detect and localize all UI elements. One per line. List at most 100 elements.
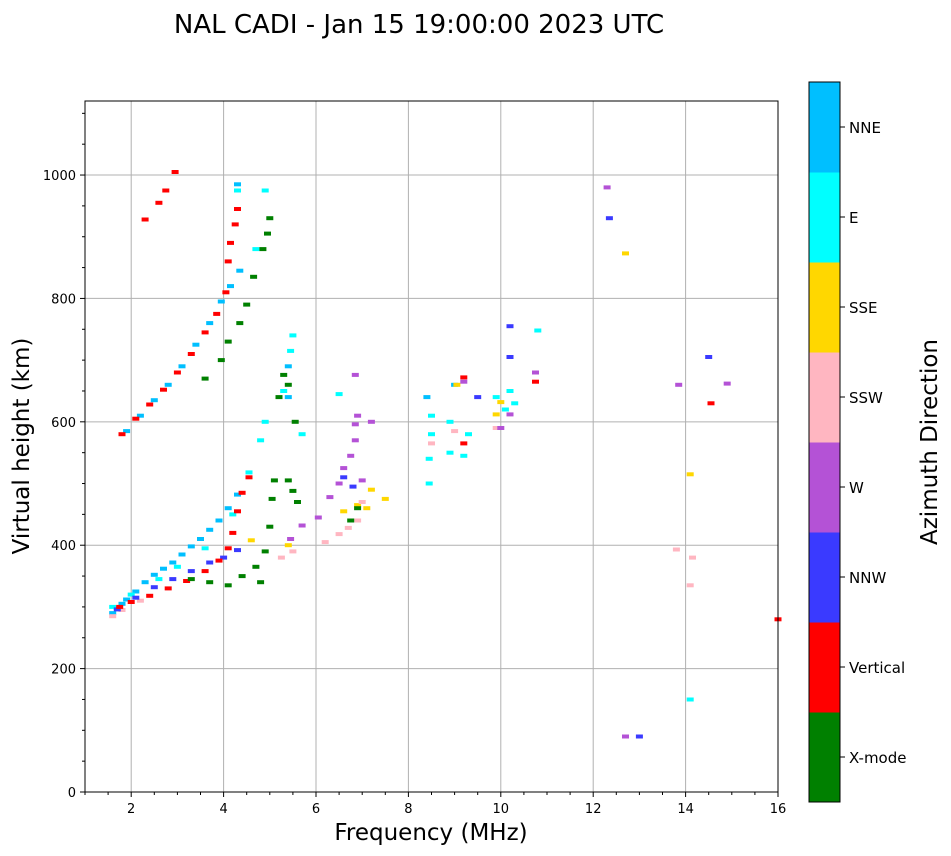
data-point-e (428, 413, 435, 418)
data-point-w (335, 481, 343, 486)
data-point-nnw (506, 355, 514, 359)
colorbar-segment (809, 712, 840, 803)
data-point-nne (227, 284, 234, 289)
colorbar-segment (809, 442, 840, 533)
data-point-nnw (150, 585, 158, 590)
data-point-e (298, 432, 306, 437)
colorbar-segment (809, 532, 840, 623)
data-point-e (201, 546, 209, 551)
data-point-nne (197, 537, 204, 541)
colorbar-segment (809, 262, 840, 353)
colorbar-tick-label: E (849, 209, 858, 227)
data-point-sse (381, 496, 389, 501)
data-point-sse (354, 503, 362, 508)
data-point-x-mode (236, 321, 244, 326)
data-point-x-mode (294, 500, 301, 504)
data-point-ssw (136, 598, 144, 603)
data-point-nnw (234, 548, 241, 553)
data-point-vertical (146, 402, 154, 407)
data-point-ssw (686, 583, 694, 588)
data-point-x-mode (270, 478, 278, 483)
y-tick-label: 1000 (43, 169, 76, 184)
data-point-sse (367, 487, 375, 492)
x-tick-label: 6 (312, 802, 320, 817)
data-point-vertical (224, 546, 232, 551)
y-tick-label: 200 (51, 663, 76, 678)
x-tick-label: 4 (219, 802, 227, 817)
chart-title: NAL CADI - Jan 15 19:00:00 2023 UTC (174, 10, 664, 40)
data-point-nne (187, 544, 195, 549)
data-point-x-mode (217, 358, 225, 363)
data-point-x-mode (275, 395, 283, 400)
y-tick-label: 800 (51, 292, 76, 307)
data-point-vertical (224, 259, 232, 264)
data-point-nnw (474, 395, 482, 400)
data-point-e (287, 348, 295, 353)
data-point-ssw (492, 426, 500, 430)
data-point-w (326, 495, 334, 500)
data-point-vertical (215, 558, 223, 563)
data-point-vertical (187, 352, 195, 356)
colorbar-frame (808, 81, 841, 803)
data-point-sse (363, 506, 371, 511)
data-point-ssw (277, 555, 285, 560)
data-point-vertical (245, 475, 253, 480)
data-point-e (155, 577, 163, 582)
data-point-nne (206, 321, 214, 326)
data-point-nne (234, 492, 241, 497)
data-point-vertical (132, 416, 140, 421)
data-point-nnw (705, 355, 713, 359)
data-point-vertical (173, 370, 181, 375)
data-point-w (367, 419, 375, 424)
data-point-ssw (354, 518, 362, 523)
x-tick-label: 12 (585, 802, 602, 817)
data-point-w (358, 478, 366, 483)
colorbar-tick-label: X-mode (849, 749, 906, 767)
data-point-w (314, 515, 322, 520)
data-point-e (257, 438, 265, 443)
data-point-vertical (127, 600, 135, 604)
data-point-vertical (227, 240, 234, 245)
x-tick-label: 14 (677, 802, 694, 817)
data-point-x-mode (284, 478, 292, 483)
data-point-vertical (229, 530, 237, 535)
data-point-x-mode (259, 247, 267, 252)
colorbar-segment (809, 172, 840, 263)
colorbar-segment (809, 352, 840, 443)
data-point-e (234, 188, 241, 193)
data-point-x-mode (268, 496, 276, 501)
data-point-vertical (116, 604, 124, 609)
data-point-e (501, 407, 509, 412)
data-point-x-mode (280, 372, 288, 377)
data-point-x-mode (250, 274, 258, 279)
data-point-e (109, 604, 117, 609)
x-axis-label: Frequency (MHz) (334, 820, 527, 846)
data-point-sse (453, 382, 461, 387)
data-point-ssw (118, 608, 126, 612)
data-point-vertical (222, 290, 230, 295)
data-marks (109, 170, 782, 739)
data-point-nnw (340, 475, 348, 480)
data-point-w (351, 438, 359, 443)
data-point-ssw (672, 547, 680, 552)
data-point-e (686, 697, 694, 702)
colorbar-segment (809, 622, 840, 713)
data-point-nne (215, 518, 223, 523)
y-axis-label: Virtual height (km) (9, 338, 35, 555)
data-point-x-mode (238, 574, 246, 579)
data-point-vertical (707, 401, 715, 406)
data-point-ssw (451, 429, 459, 434)
data-point-x-mode (284, 382, 292, 387)
data-point-x-mode (289, 488, 297, 493)
data-point-x-mode (201, 376, 209, 381)
data-point-ssw (321, 540, 329, 545)
data-point-nnw (132, 595, 140, 600)
data-point-vertical (234, 207, 241, 211)
data-point-x-mode (206, 580, 214, 585)
data-point-e (173, 564, 181, 569)
data-point-e (506, 389, 514, 393)
data-point-nnw (605, 216, 613, 221)
data-point-vertical (118, 432, 126, 437)
data-point-w (506, 412, 514, 417)
